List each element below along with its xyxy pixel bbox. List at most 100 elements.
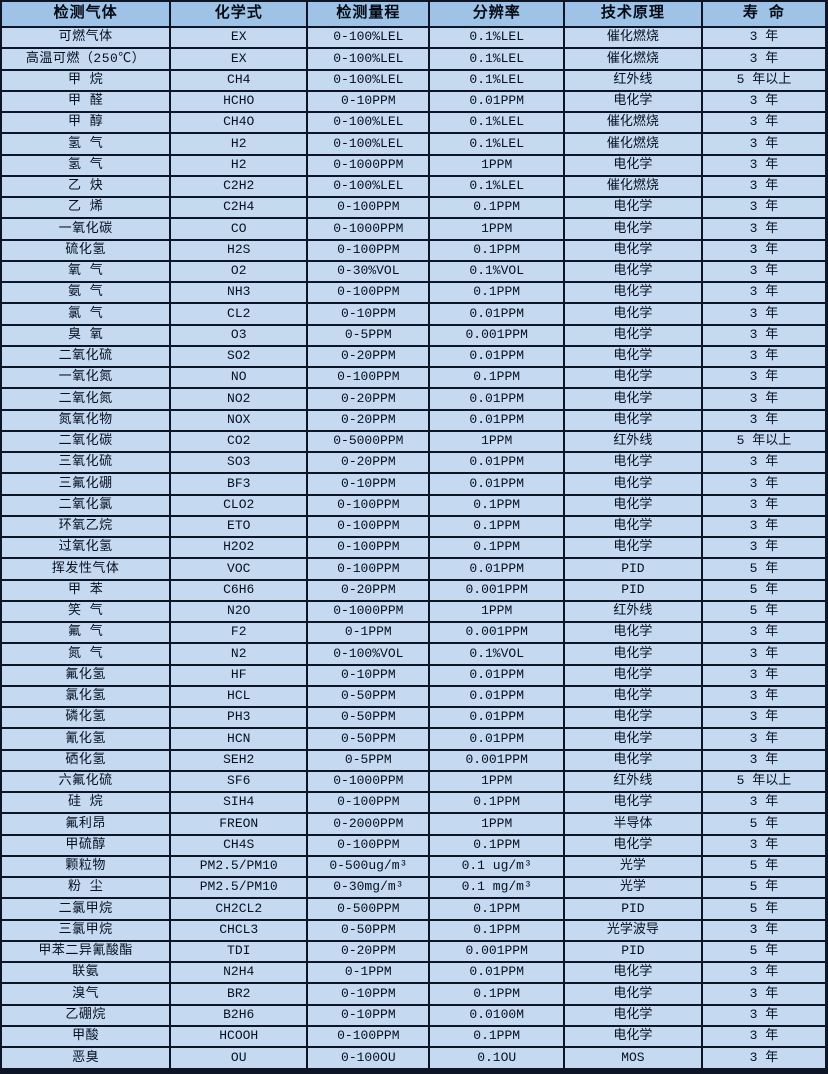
principle-cell: 电化学	[562, 365, 703, 390]
gas-name-cell: 甲 醛	[0, 89, 172, 114]
principle-cell: 电化学	[562, 323, 703, 347]
resolution-cell: 0.1%VOL	[428, 259, 565, 284]
lifespan-cell: 3 年	[700, 684, 828, 709]
column-header-5: 寿 命	[700, 0, 828, 28]
range-cell: 0-100PPM	[306, 790, 431, 815]
resolution-cell: 0.0100M	[428, 1003, 565, 1027]
table-row: 甲 苯 C6H6 0-20PPM 0.001PPM PID 5 年	[0, 578, 828, 602]
resolution-cell: 0.01PPM	[428, 663, 565, 687]
resolution-cell: 0.1OU	[428, 1046, 565, 1072]
formula-cell: SEH2	[169, 748, 309, 772]
range-cell: 0-100PPM	[306, 493, 431, 517]
range-cell: 0-100PPM	[306, 280, 431, 305]
resolution-cell: 0.01PPM	[428, 89, 565, 114]
range-cell: 0-50PPM	[306, 918, 431, 942]
formula-cell: H2	[169, 153, 309, 177]
range-cell: 0-100%LEL	[306, 47, 431, 71]
lifespan-cell: 3 年	[700, 642, 828, 666]
gas-name-cell: 硒化氢	[0, 748, 172, 772]
range-cell: 0-100PPM	[306, 514, 431, 539]
principle-cell: 电化学	[562, 790, 703, 815]
table-row: 甲硫醇 CH4S 0-100PPM 0.1PPM 电化学 3 年	[0, 833, 828, 857]
formula-cell: HCN	[169, 727, 309, 751]
range-cell: 0-10PPM	[306, 89, 431, 114]
lifespan-cell: 3 年	[700, 535, 828, 560]
formula-cell: SO2	[169, 344, 309, 369]
formula-cell: N2O	[169, 599, 309, 624]
gas-name-cell: 甲 苯	[0, 578, 172, 602]
lifespan-cell: 3 年	[700, 790, 828, 815]
formula-cell: EX	[169, 25, 309, 50]
lifespan-cell: 5 年	[700, 897, 828, 921]
resolution-cell: 0.1%LEL	[428, 132, 565, 156]
principle-cell: MOS	[562, 1046, 703, 1072]
range-cell: 0-100PPM	[306, 1024, 431, 1049]
resolution-cell: 1PPM	[428, 429, 565, 454]
table-header: 检测气体 化学式 检测量程 分辨率 技术原理寿 命	[0, 0, 828, 28]
range-cell: 0-100PPM	[306, 557, 431, 581]
gas-name-cell: 氧 气	[0, 259, 172, 284]
gas-name-cell: 三氟化硼	[0, 472, 172, 496]
header-row: 检测气体 化学式 检测量程 分辨率 技术原理寿 命	[0, 0, 828, 28]
lifespan-cell: 3 年	[700, 472, 828, 496]
range-cell: 0-1PPM	[306, 960, 431, 985]
formula-cell: HCHO	[169, 89, 309, 114]
principle-cell: 光学	[562, 854, 703, 879]
table-row: 氮 气 N2 0-100%VOL 0.1%VOL 电化学 3 年	[0, 642, 828, 666]
resolution-cell: 0.1%LEL	[428, 25, 565, 50]
table-row: 二氧化碳 CO2 0-5000PPM 1PPM 红外线 5 年以上	[0, 429, 828, 454]
table-row: 三氟化硼 BF3 0-10PPM 0.01PPM 电化学 3 年	[0, 472, 828, 496]
principle-cell: 电化学	[562, 344, 703, 369]
lifespan-cell: 3 年	[700, 174, 828, 199]
formula-cell: CH4	[169, 68, 309, 92]
resolution-cell: 1PPM	[428, 769, 565, 794]
table-row: 氨 气 NH3 0-100PPM 0.1PPM 电化学 3 年	[0, 280, 828, 305]
formula-cell: NO	[169, 365, 309, 390]
principle-cell: 电化学	[562, 982, 703, 1006]
range-cell: 0-100PPM	[306, 238, 431, 262]
range-cell: 0-100PPM	[306, 195, 431, 220]
lifespan-cell: 5 年	[700, 854, 828, 879]
resolution-cell: 0.01PPM	[428, 557, 565, 581]
principle-cell: 电化学	[562, 493, 703, 517]
lifespan-cell: 3 年	[700, 153, 828, 177]
table-row: 硫化氢 H2S 0-100PPM 0.1PPM 电化学 3 年	[0, 238, 828, 262]
gas-name-cell: 乙 炔	[0, 174, 172, 199]
gas-name-cell: 可燃气体	[0, 25, 172, 50]
formula-cell: CLO2	[169, 493, 309, 517]
resolution-cell: 0.1%LEL	[428, 174, 565, 199]
formula-cell: HF	[169, 663, 309, 687]
principle-cell: 光学波导	[562, 918, 703, 942]
lifespan-cell: 3 年	[700, 514, 828, 539]
resolution-cell: 0.01PPM	[428, 387, 565, 411]
table-row: 二氧化硫 SO2 0-20PPM 0.01PPM 电化学 3 年	[0, 344, 828, 369]
range-cell: 0-1000PPM	[306, 599, 431, 624]
table-row: 氟利昂 FREON 0-2000PPM 1PPM 半导体 5 年	[0, 812, 828, 836]
range-cell: 0-100PPM	[306, 833, 431, 857]
range-cell: 0-500PPM	[306, 897, 431, 921]
gas-name-cell: 过氧化氢	[0, 535, 172, 560]
gas-name-cell: 二氧化硫	[0, 344, 172, 369]
lifespan-cell: 3 年	[700, 1046, 828, 1072]
range-cell: 0-20PPM	[306, 578, 431, 602]
formula-cell: F2	[169, 620, 309, 645]
gas-name-cell: 甲 烷	[0, 68, 172, 92]
formula-cell: HCL	[169, 684, 309, 709]
range-cell: 0-30mg/m³	[306, 875, 431, 900]
principle-cell: PID	[562, 578, 703, 602]
lifespan-cell: 5 年	[700, 875, 828, 900]
formula-cell: H2O2	[169, 535, 309, 560]
range-cell: 0-100%LEL	[306, 132, 431, 156]
lifespan-cell: 5 年	[700, 557, 828, 581]
principle-cell: 电化学	[562, 217, 703, 241]
gas-name-cell: 氯化氢	[0, 684, 172, 709]
resolution-cell: 0.1PPM	[428, 280, 565, 305]
resolution-cell: 0.1%VOL	[428, 642, 565, 666]
lifespan-cell: 3 年	[700, 620, 828, 645]
principle-cell: 电化学	[562, 280, 703, 305]
gas-name-cell: 臭 氧	[0, 323, 172, 347]
table-row: 甲 烷 CH4 0-100%LEL 0.1%LEL 红外线 5 年以上	[0, 68, 828, 92]
gas-name-cell: 一氧化碳	[0, 217, 172, 241]
formula-cell: EX	[169, 47, 309, 71]
table-row: 环氧乙烷 ETO 0-100PPM 0.1PPM 电化学 3 年	[0, 514, 828, 539]
